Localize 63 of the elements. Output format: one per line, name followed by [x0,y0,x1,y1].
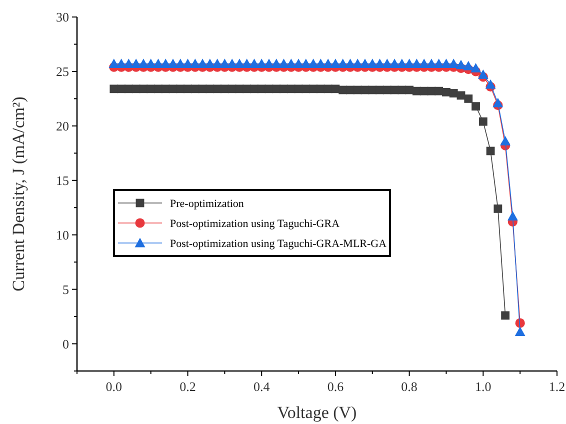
point [478,70,488,79]
legend-label: Post-optimization using Taguchi-GRA [170,218,340,230]
x-tick-label: 0.0 [106,379,122,394]
x-tick-label: 0.2 [180,379,196,394]
point [160,58,171,68]
point [463,60,474,70]
y-axis-title: Current Density, J (mA/cm²) [9,96,28,292]
point [470,62,481,72]
point [300,58,312,68]
legend-label: Post-optimization using Taguchi-GRA-MLR-GA [170,238,387,250]
point [472,102,480,111]
x-tick-label: 0.6 [327,379,344,394]
point [485,79,496,89]
point [389,58,400,68]
y-tick-label: 25 [56,64,69,79]
point [168,58,178,68]
point [108,58,120,68]
point [345,58,356,68]
point [500,136,511,146]
point [374,58,385,68]
y-tick-label: 0 [62,336,69,352]
point [464,94,473,103]
point [501,311,510,320]
point [478,117,488,126]
point [418,58,430,68]
y-tick-label: 30 [56,10,69,24]
x-axis-title: Voltage (V) [277,403,357,422]
y-tick-label: 5 [62,282,69,297]
x-tick-label: 1.2 [548,379,566,394]
point [138,58,149,68]
legend-label: Pre-optimization [170,198,244,210]
point [204,58,216,68]
point [514,326,526,336]
point [322,58,334,68]
point [492,98,504,108]
point [182,58,193,68]
x-tick-label: 0.4 [253,379,270,394]
point [249,58,260,68]
point [448,58,459,68]
point [352,58,363,68]
point [330,58,341,68]
point [226,58,238,68]
point [494,204,502,213]
point [153,58,164,68]
y-tick-label: 10 [56,227,69,242]
point [486,146,495,156]
point [197,58,208,68]
point [278,58,289,68]
point [426,58,437,68]
point [396,58,408,68]
point [234,58,245,68]
point [441,58,452,68]
x-tick-label: 1.0 [475,379,492,394]
point [360,58,370,68]
x-tick-label: 0.8 [401,379,418,394]
y-tick-label: 20 [56,118,69,134]
point [130,58,142,68]
point [507,211,518,221]
y-tick-label: 15 [56,172,69,188]
point [264,58,274,68]
point [293,58,304,68]
point [256,58,267,68]
point [456,60,466,70]
